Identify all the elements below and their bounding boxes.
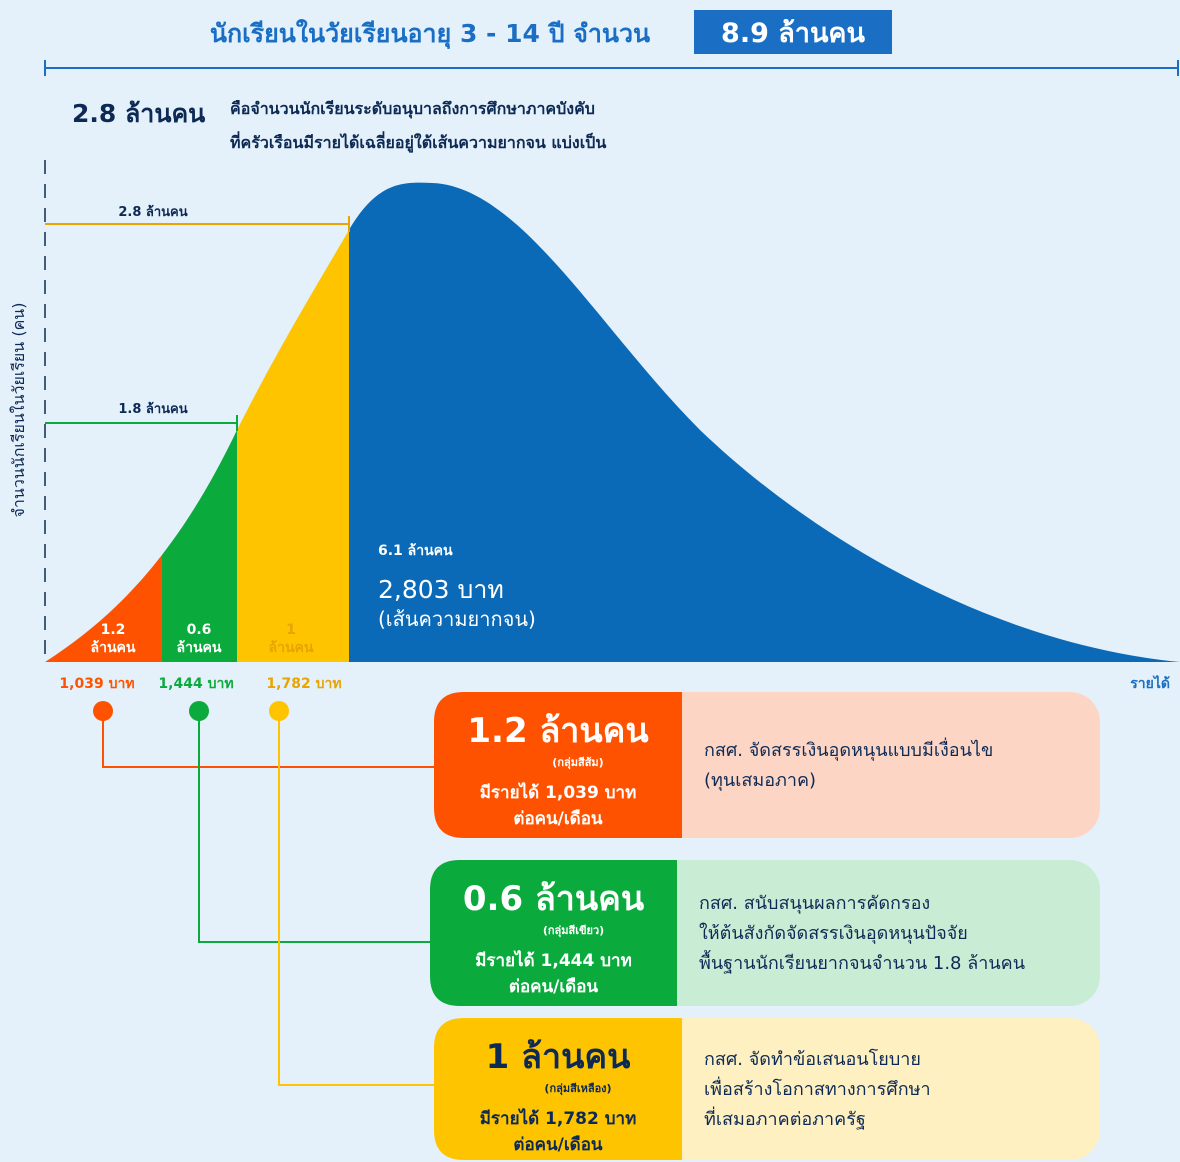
dot [269,701,289,721]
card-description: กสศ. จัดทำข้อเสนอนโยบาย [704,1048,921,1070]
segment-label: ล้านคน [177,640,222,656]
segment-label: ล้านคน [91,640,136,656]
card-description: กสศ. จัดสรรเงินอุดหนุนแบบมีเงื่อนไข [704,737,993,761]
title: นักเรียนในวัยเรียนอายุ 3 - 14 ปี จำนวน [210,18,650,50]
card-group: (กลุ่มสีส้ม) [552,756,603,770]
connector [102,711,436,768]
income-label: 1,444 บาท [158,676,233,692]
card-title: 1.2 ล้านคน [467,711,648,751]
poverty-note: (เส้นความยากจน) [378,607,536,631]
income-label: 1,039 บาท [59,676,134,692]
card-description: เพื่อสร้างโอกาสทางการศึกษา [704,1076,931,1100]
card-income: มีรายได้ 1,039 บาท [480,782,637,803]
card-income: ต่อคน/เดือน [509,976,599,997]
poverty-line: 2,803 บาท [378,575,504,604]
card-group: (กลุ่มสีเหลือง) [544,1082,611,1096]
connector [278,711,436,1086]
card-tag [434,1018,682,1160]
bracket-label: 1.8 ล้านคน [118,401,187,417]
dot [93,701,113,721]
y-axis-label: จำนวนนักเรียนในวัยเรียน (คน) [9,303,28,518]
card-income: มีรายได้ 1,782 บาท [480,1108,637,1129]
segment-label: ล้านคน [269,640,314,656]
card-group: (กลุ่มสีเขียว) [543,924,604,938]
title-total: 8.9 ล้านคน [721,18,865,49]
income-label: 1,782 บาท [266,676,341,692]
summary-line: ที่ครัวเรือนมีรายได้เฉลี่ยอยู่ใต้เส้นควา… [230,131,606,154]
card-description: ให้ต้นสังกัดจัดสรรเงินอุดหนุนปัจจัย [699,922,968,944]
segment-label: 1.2 [101,622,126,638]
card-description: พื้นฐานนักเรียนยากจนจำนวน 1.8 ล้านคน [699,950,1025,974]
summary-line: คือจำนวนนักเรียนระดับอนุบาลถึงการศึกษาภา… [230,99,595,119]
segment-label: 1 [286,622,296,638]
connector [198,711,432,943]
card-income: ต่อคน/เดือน [513,1134,603,1155]
segment-label: 0.6 [187,622,212,638]
card-description: (ทุนเสมอภาค) [704,770,816,791]
bracket-label: 2.8 ล้านคน [118,204,187,220]
card-title: 1 ล้านคน [486,1037,631,1077]
card-tag [430,860,677,1006]
summary-amount: 2.8 ล้านคน [72,99,205,128]
card-income: ต่อคน/เดือน [513,808,603,829]
cards: 1.2 ล้านคน (กลุ่มสีส้ม) มีรายได้ 1,039 บาท… [430,692,1100,1160]
card-description: ที่เสมอภาคต่อภาครัฐ [704,1106,866,1130]
card-title: 0.6 ล้านคน [463,879,644,919]
card-tag [434,692,682,838]
x-axis-label: รายได้ [1130,674,1170,692]
dot [189,701,209,721]
card-income: มีรายได้ 1,444 บาท [475,950,632,971]
card-description: กสศ. สนับสนุนผลการคัดกรอง [699,893,930,914]
title-badge [694,10,892,54]
poverty-count: 6.1 ล้านคน [378,543,453,559]
